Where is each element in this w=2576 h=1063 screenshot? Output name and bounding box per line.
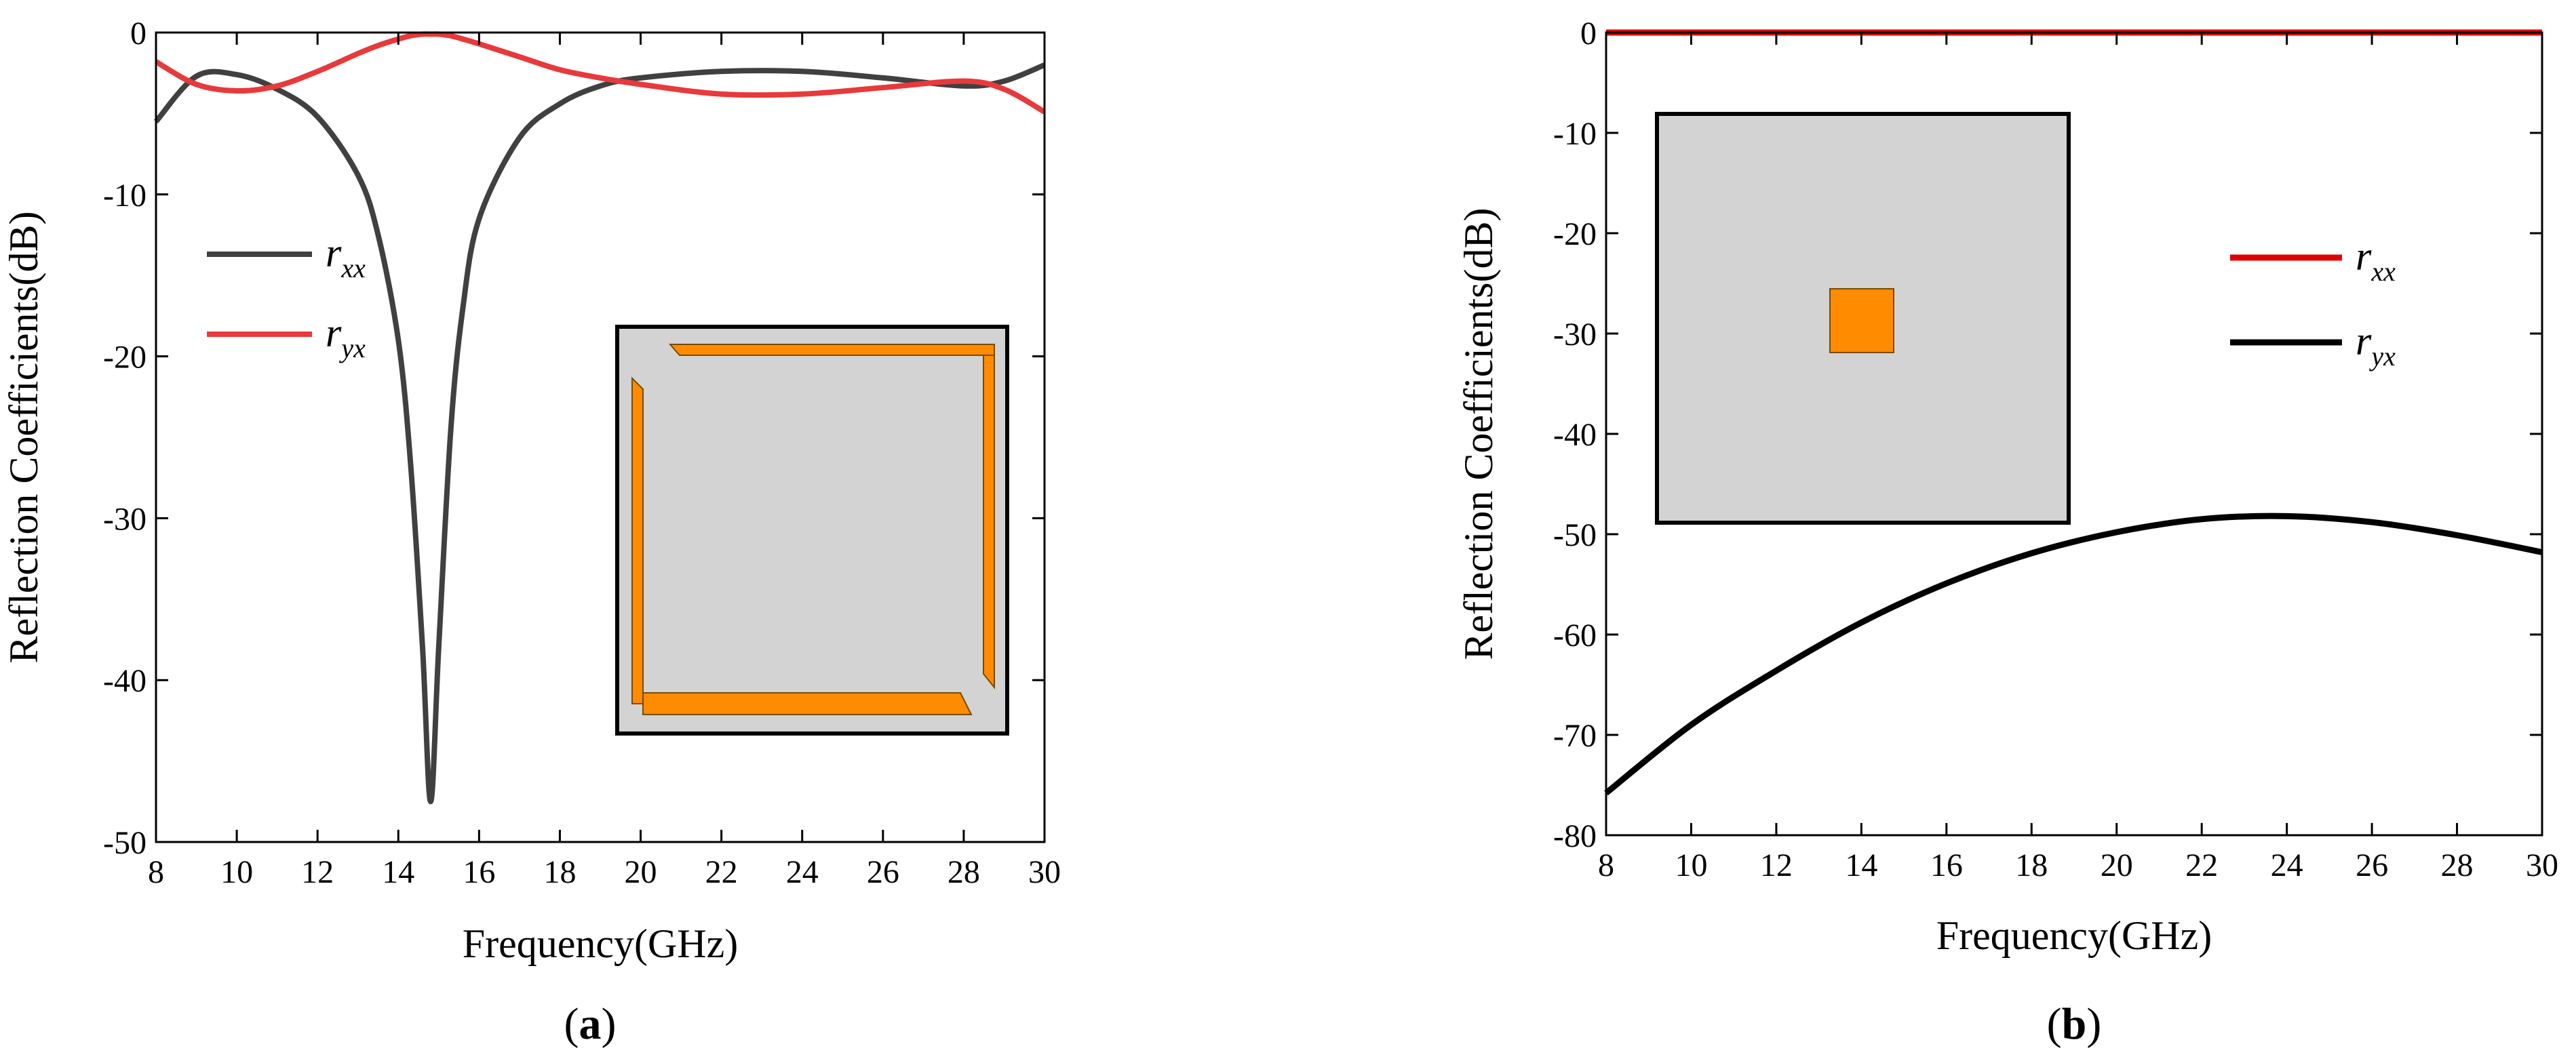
series-line-r_xx [153,62,1046,805]
y-tick-label: -30 [103,501,147,537]
x-tick-label: 24 [786,854,819,890]
unit-cell-patch-right [983,355,995,689]
x-tick-label: 26 [2356,847,2388,883]
legend-label-main: r [2356,319,2372,363]
x-tick-label: 20 [625,854,657,890]
unit-cell-patch-bottom [642,692,973,715]
x-axis-title: Frequency(GHz) [1936,913,2212,958]
y-axis-title: Reflection Coefficients(dB) [1,211,46,663]
y-axis-title: Reflection Coefficients(dB) [1456,207,1501,660]
x-tick-label: 14 [1845,847,1877,883]
unit-cell-substrate [615,325,1009,736]
y-tick-label: -50 [103,825,147,861]
x-tick-label: 30 [2526,847,2558,883]
chart-panel-b: 8 10 12 14 16 18 20 22 24 26 28 30 0 -10 -20 -30 -40 -50 -… [1456,16,2558,1049]
x-tick-label: 22 [2185,847,2218,883]
y-tick-label: -40 [103,663,147,699]
legend-label-r_xx: rxx [326,230,366,283]
legend-label-r_yx: ryx [2356,319,2396,372]
panel-label-paren: ( [564,999,579,1049]
x-tick-label: 14 [382,854,414,890]
plot-frame [155,31,1046,843]
panel-label-letter: b [2062,999,2087,1049]
legend-label-main: r [2356,234,2372,279]
legend-label-r_xx: rxx [2356,234,2396,287]
y-tick-label: 0 [130,16,147,52]
x-tick-label: 28 [948,854,980,890]
legend-label-main: r [326,310,342,355]
y-tick-label: -50 [1553,517,1597,553]
panel-label-letter: a [579,999,602,1049]
unit-cell-patch-square [1829,288,1894,353]
panel-label: (a) [564,999,617,1049]
panel-label: (b) [2047,999,2102,1049]
unit-cell-patch-top [668,344,995,356]
y-tick-label: -10 [103,178,147,214]
x-tick-label: 8 [1598,847,1614,883]
series-line-r_yx [154,31,1047,115]
y-tick-label: -20 [103,340,147,376]
panel-label-paren: ) [2086,999,2101,1049]
legend-label-subscript: xx [340,253,366,283]
x-tick-label: 18 [2015,847,2048,883]
y-tick-label: -30 [1553,317,1597,353]
legend-label-subscript: yx [2368,341,2396,372]
panel-label-paren: ) [602,999,617,1049]
y-tick-label: -60 [1553,618,1597,654]
unit-cell-patch-left [631,376,644,704]
x-tick-label: 20 [2101,847,2133,883]
x-tick-label: 22 [705,854,738,890]
legend-label-subscript: yx [338,333,366,363]
x-tick-label: 16 [463,854,495,890]
x-tick-label: 18 [543,854,576,890]
x-tick-label: 26 [867,854,899,890]
series-line-r_yx [1604,513,2543,796]
y-tick-label: -20 [1553,216,1597,252]
y-tick-label: -70 [1553,718,1597,754]
x-tick-label: 10 [1675,847,1707,883]
x-tick-label: 8 [148,854,164,890]
x-axis-title: Frequency(GHz) [463,921,739,966]
y-tick-label: 0 [1580,16,1597,52]
x-tick-label: 12 [301,854,334,890]
y-tick-label: -10 [1553,116,1597,152]
x-tick-label: 10 [220,854,253,890]
x-tick-label: 12 [1760,847,1793,883]
y-tick-label: -40 [1553,417,1597,453]
x-tick-label: 28 [2441,847,2474,883]
y-tick-label: -80 [1553,818,1597,854]
legend-label-main: r [326,230,342,275]
x-tick-label: 16 [1930,847,1963,883]
x-tick-label: 30 [1028,854,1061,890]
x-tick-label: 24 [2271,847,2303,883]
chart-panel-a: 8 10 12 14 16 18 20 22 24 26 28 30 0 -10 -20 -30 -40 -50 F… [1,16,1061,1049]
legend-label-subscript: xx [2370,256,2396,287]
legend-label-r_yx: ryx [326,310,366,363]
panel-label-paren: ( [2047,999,2062,1049]
